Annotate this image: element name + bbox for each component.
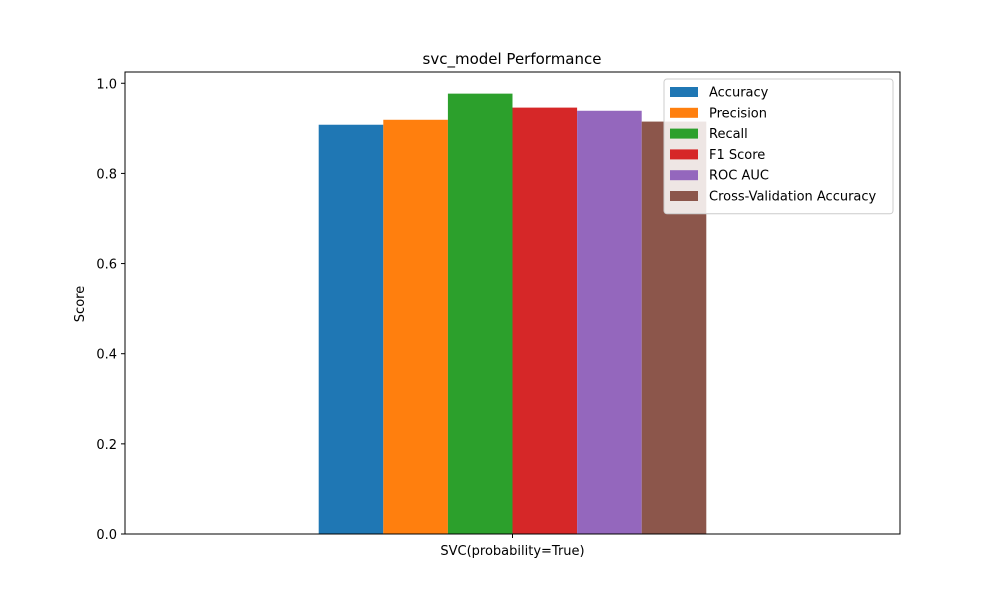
legend-swatch: [670, 128, 698, 139]
legend-label: Accuracy: [709, 86, 769, 101]
legend-swatch: [670, 107, 698, 118]
y-tick-label: 0.4: [96, 348, 117, 363]
bar-f1-score: [512, 107, 578, 535]
plot-area-frame: [124, 71, 901, 535]
bar-accuracy: [318, 124, 384, 535]
y-tick-label: 0.0: [96, 528, 117, 543]
legend-label: F1 Score: [709, 148, 765, 163]
legend-swatch: [670, 149, 698, 160]
legend-label: ROC AUC: [709, 169, 769, 184]
legend-swatch: [670, 87, 698, 97]
legend: Accuracy Precision Recall F1 Score ROC AUC Cr…: [663, 78, 894, 215]
y-tick-label: 0.6: [96, 258, 117, 273]
y-tick-label: 0.2: [96, 438, 117, 453]
y-axis-label: Score: [73, 286, 88, 322]
legend-label: Cross-Validation Accuracy: [709, 190, 877, 205]
y-tick-label: 0.8: [96, 167, 117, 182]
chart-title: svc_model Performance: [423, 50, 602, 69]
y-tick-label: 1.0: [96, 77, 117, 92]
legend-swatch: [670, 191, 698, 201]
legend-label: Recall: [709, 127, 748, 142]
x-tick-label: SVC(probability=True): [440, 544, 584, 559]
bar-recall: [447, 93, 513, 534]
legend-box: [663, 78, 894, 215]
legend-swatch: [670, 170, 698, 181]
bars-group: [318, 93, 707, 535]
x-axis-ticks: SVC(probability=True): [440, 534, 585, 559]
bar-roc-auc: [577, 110, 642, 534]
legend-label: Precision: [709, 106, 767, 121]
bar-precision: [383, 119, 448, 534]
y-axis-ticks: 0.0 0.2 0.4 0.6 0.8 1.0: [96, 77, 125, 543]
